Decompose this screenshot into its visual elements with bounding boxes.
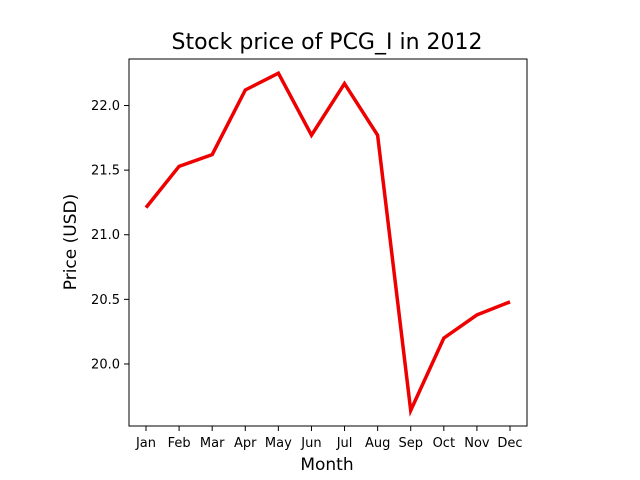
x-tick-label: Oct — [433, 436, 455, 451]
y-tick-label: 20.5 — [91, 293, 120, 308]
x-tick-label: Jun — [300, 436, 321, 451]
x-tick-label: Sep — [398, 436, 423, 451]
chart-title: Stock price of PCG_I in 2012 — [171, 30, 482, 55]
series-layer — [144, 70, 511, 417]
x-tick-label: Mar — [200, 436, 225, 451]
plot-area-frame — [128, 58, 528, 427]
x-axis-title: Month — [300, 455, 353, 475]
x-tick-label: Jul — [336, 436, 353, 451]
x-tick-label: Jan — [135, 436, 156, 451]
x-axis: Jan Feb Mar Apr May Jun Jul Aug Sep Oct Nov Dec — [135, 426, 523, 451]
x-tick-label: Aug — [365, 436, 390, 451]
y-tick-label: 21.5 — [91, 164, 120, 179]
y-tick-label: 22.0 — [91, 99, 120, 114]
x-tick-label: May — [265, 436, 292, 451]
x-tick-label: Apr — [234, 436, 257, 451]
x-tick-label: Feb — [168, 436, 191, 451]
y-tick-label: 20.0 — [91, 357, 120, 372]
y-axis-title: Price (USD) — [61, 194, 81, 290]
price-series-line — [144, 70, 511, 417]
x-tick-label: Dec — [497, 436, 522, 451]
y-axis: 20.0 20.5 21.0 21.5 22.0 — [91, 99, 129, 372]
y-tick-label: 21.0 — [91, 228, 120, 243]
x-tick-label: Nov — [464, 436, 490, 451]
